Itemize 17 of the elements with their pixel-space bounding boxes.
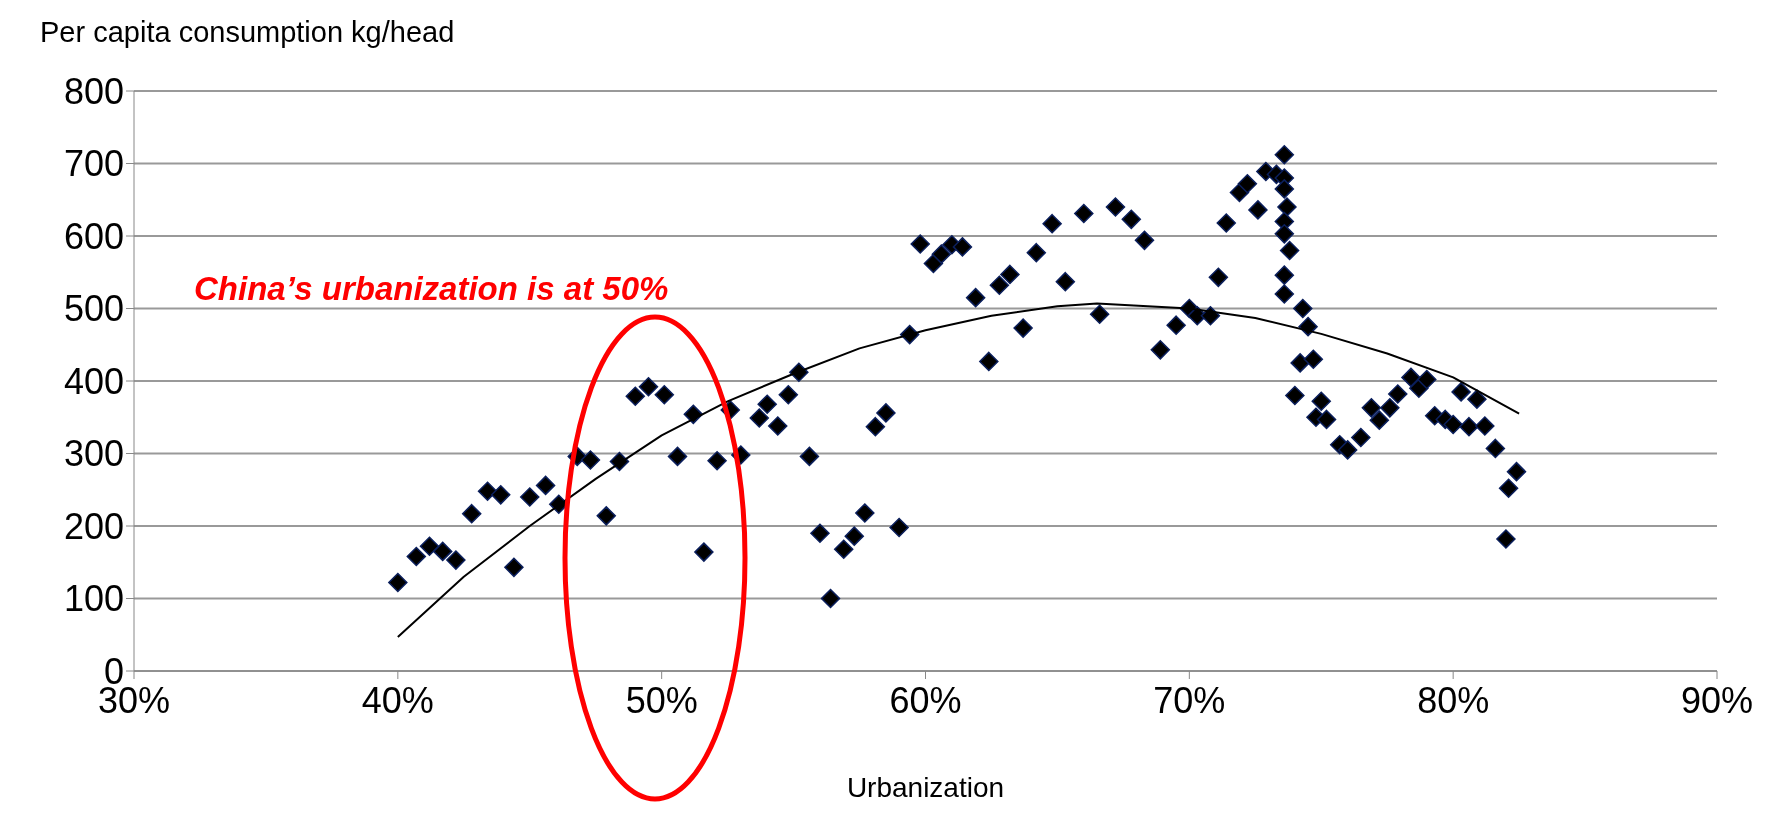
y-tick-label: 800 xyxy=(63,70,124,112)
x-tick-label: 90% xyxy=(1680,679,1754,721)
y-axis-title: Per capita consumption kg/head xyxy=(40,16,455,49)
x-tick-label: 80% xyxy=(1417,679,1490,721)
y-tick-label: 300 xyxy=(63,433,124,475)
x-tick-label: 70% xyxy=(1153,679,1226,721)
y-tick-label: 200 xyxy=(63,505,124,547)
y-tick-label: 500 xyxy=(63,288,124,330)
y-tick-label: 100 xyxy=(63,578,124,620)
y-tick-label: 600 xyxy=(63,215,124,257)
x-axis-title: Urbanization xyxy=(846,772,1005,803)
x-tick-label: 60% xyxy=(889,679,962,721)
y-tick-label: 700 xyxy=(63,143,124,185)
x-tick-label: 50% xyxy=(625,679,698,721)
x-tick-label: 40% xyxy=(361,679,434,721)
annotation: China’s urbanization is at 50% xyxy=(194,270,669,308)
y-tick-label: 400 xyxy=(63,360,124,402)
